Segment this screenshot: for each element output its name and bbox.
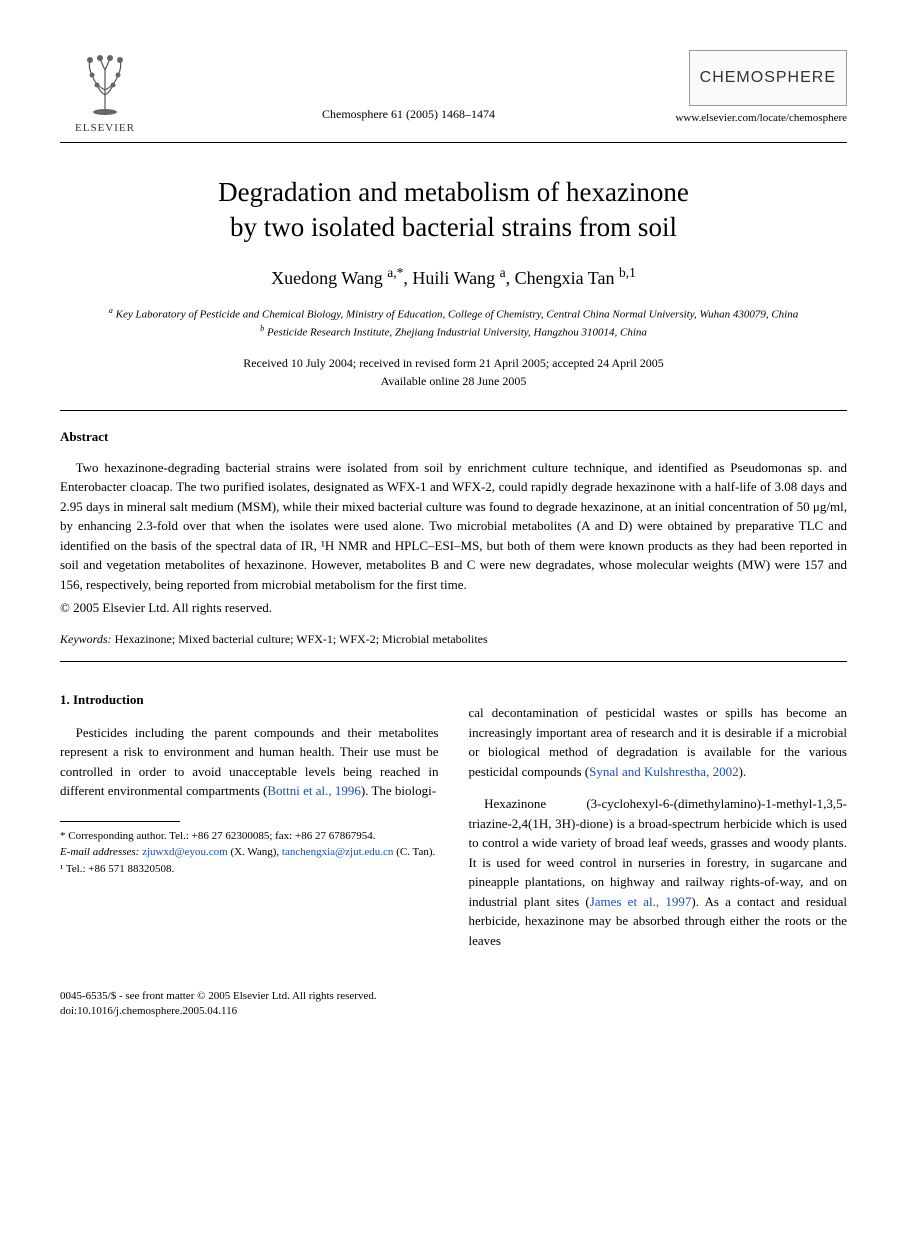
rule-above-abstract bbox=[60, 410, 847, 411]
affiliations: a Key Laboratory of Pesticide and Chemic… bbox=[60, 305, 847, 341]
email-1-who: (X. Wang), bbox=[230, 846, 279, 858]
rule-below-keywords bbox=[60, 661, 847, 662]
journal-logo-box: CHEMOSPHERE www.elsevier.com/locate/chem… bbox=[667, 50, 847, 124]
page-footer: 0045-6535/$ - see front matter © 2005 El… bbox=[60, 989, 847, 1020]
column-left: 1. Introduction Pesticides including the… bbox=[60, 690, 439, 963]
email-2[interactable]: tanchengxia@zjut.edu.cn bbox=[282, 846, 394, 858]
dates-line-1: Received 10 July 2004; received in revis… bbox=[243, 356, 664, 370]
article-title: Degradation and metabolism of hexazinone… bbox=[100, 175, 807, 245]
footer-doi: doi:10.1016/j.chemosphere.2005.04.116 bbox=[60, 1005, 237, 1017]
header-row: ELSEVIER Chemosphere 61 (2005) 1468–1474… bbox=[60, 50, 847, 134]
publisher-logo: ELSEVIER bbox=[60, 50, 150, 134]
author-3-marks: b,1 bbox=[619, 265, 636, 280]
affil-b-mark: b bbox=[260, 324, 264, 333]
section-1-heading: 1. Introduction bbox=[60, 690, 439, 710]
intro-c2p1-b: ). bbox=[739, 764, 747, 779]
keywords-line: Keywords: Hexazinone; Mixed bacterial cu… bbox=[60, 632, 847, 647]
cite-bottni[interactable]: Bottni et al., 1996 bbox=[267, 783, 361, 798]
column-right: cal decontamination of pesticidal wastes… bbox=[469, 690, 848, 963]
journal-reference: Chemosphere 61 (2005) 1468–1474 bbox=[322, 107, 495, 121]
footnote-separator bbox=[60, 821, 180, 822]
corresponding-author: * Corresponding author. Tel.: +86 27 623… bbox=[60, 828, 439, 845]
cite-james[interactable]: James et al., 1997 bbox=[590, 894, 692, 909]
intro-para-1-right: cal decontamination of pesticidal wastes… bbox=[469, 703, 848, 781]
author-3: Chengxia Tan bbox=[515, 268, 615, 288]
author-1-marks: a,* bbox=[387, 265, 403, 280]
title-line-2: by two isolated bacterial strains from s… bbox=[230, 212, 677, 242]
cite-synal[interactable]: Synal and Kulshrestha, 2002 bbox=[589, 764, 738, 779]
intro-para-2-right: Hexazinone (3-cyclohexyl-6-(dimethylamin… bbox=[469, 794, 848, 950]
page: ELSEVIER Chemosphere 61 (2005) 1468–1474… bbox=[0, 0, 907, 1060]
affil-a-text: Key Laboratory of Pesticide and Chemical… bbox=[116, 309, 799, 321]
publisher-name: ELSEVIER bbox=[75, 122, 135, 134]
keywords-text: Hexazinone; Mixed bacterial culture; WFX… bbox=[115, 632, 488, 646]
author-2: Huili Wang bbox=[412, 268, 495, 288]
footnotes: * Corresponding author. Tel.: +86 27 623… bbox=[60, 828, 439, 878]
abstract-heading: Abstract bbox=[60, 429, 847, 445]
email-1[interactable]: zjuwxd@eyou.com bbox=[142, 846, 228, 858]
dates-line-2: Available online 28 June 2005 bbox=[381, 374, 527, 388]
affil-a-mark: a bbox=[109, 306, 113, 315]
journal-url[interactable]: www.elsevier.com/locate/chemosphere bbox=[675, 112, 847, 124]
keywords-label: Keywords: bbox=[60, 632, 112, 646]
body-columns: 1. Introduction Pesticides including the… bbox=[60, 690, 847, 963]
footer-line-1: 0045-6535/$ - see front matter © 2005 El… bbox=[60, 990, 377, 1002]
journal-name: CHEMOSPHERE bbox=[689, 50, 847, 106]
authors-line: Xuedong Wang a,*, Huili Wang a, Chengxia… bbox=[60, 265, 847, 289]
affil-b-text: Pesticide Research Institute, Zhejiang I… bbox=[267, 327, 647, 339]
tel-1: ¹ Tel.: +86 571 88320508. bbox=[60, 861, 439, 878]
title-line-1: Degradation and metabolism of hexazinone bbox=[218, 177, 689, 207]
abstract-copyright: © 2005 Elsevier Ltd. All rights reserved… bbox=[60, 600, 847, 616]
author-2-marks: a bbox=[500, 265, 506, 280]
email-label: E-mail addresses: bbox=[60, 846, 139, 858]
intro-c2p2-a: Hexazinone (3-cyclohexyl-6-(dimethylamin… bbox=[469, 796, 848, 909]
email-2-who: (C. Tan). bbox=[396, 846, 435, 858]
email-line: E-mail addresses: zjuwxd@eyou.com (X. Wa… bbox=[60, 844, 439, 861]
article-dates: Received 10 July 2004; received in revis… bbox=[60, 354, 847, 390]
abstract-body: Two hexazinone-degrading bacterial strai… bbox=[60, 458, 847, 595]
journal-ref-wrap: Chemosphere 61 (2005) 1468–1474 bbox=[150, 50, 667, 123]
intro-para-1-left: Pesticides including the parent compound… bbox=[60, 723, 439, 801]
author-1: Xuedong Wang bbox=[271, 268, 383, 288]
rule-top bbox=[60, 142, 847, 143]
intro-p1-b: ). The biologi- bbox=[361, 783, 436, 798]
elsevier-tree-icon bbox=[70, 50, 140, 120]
